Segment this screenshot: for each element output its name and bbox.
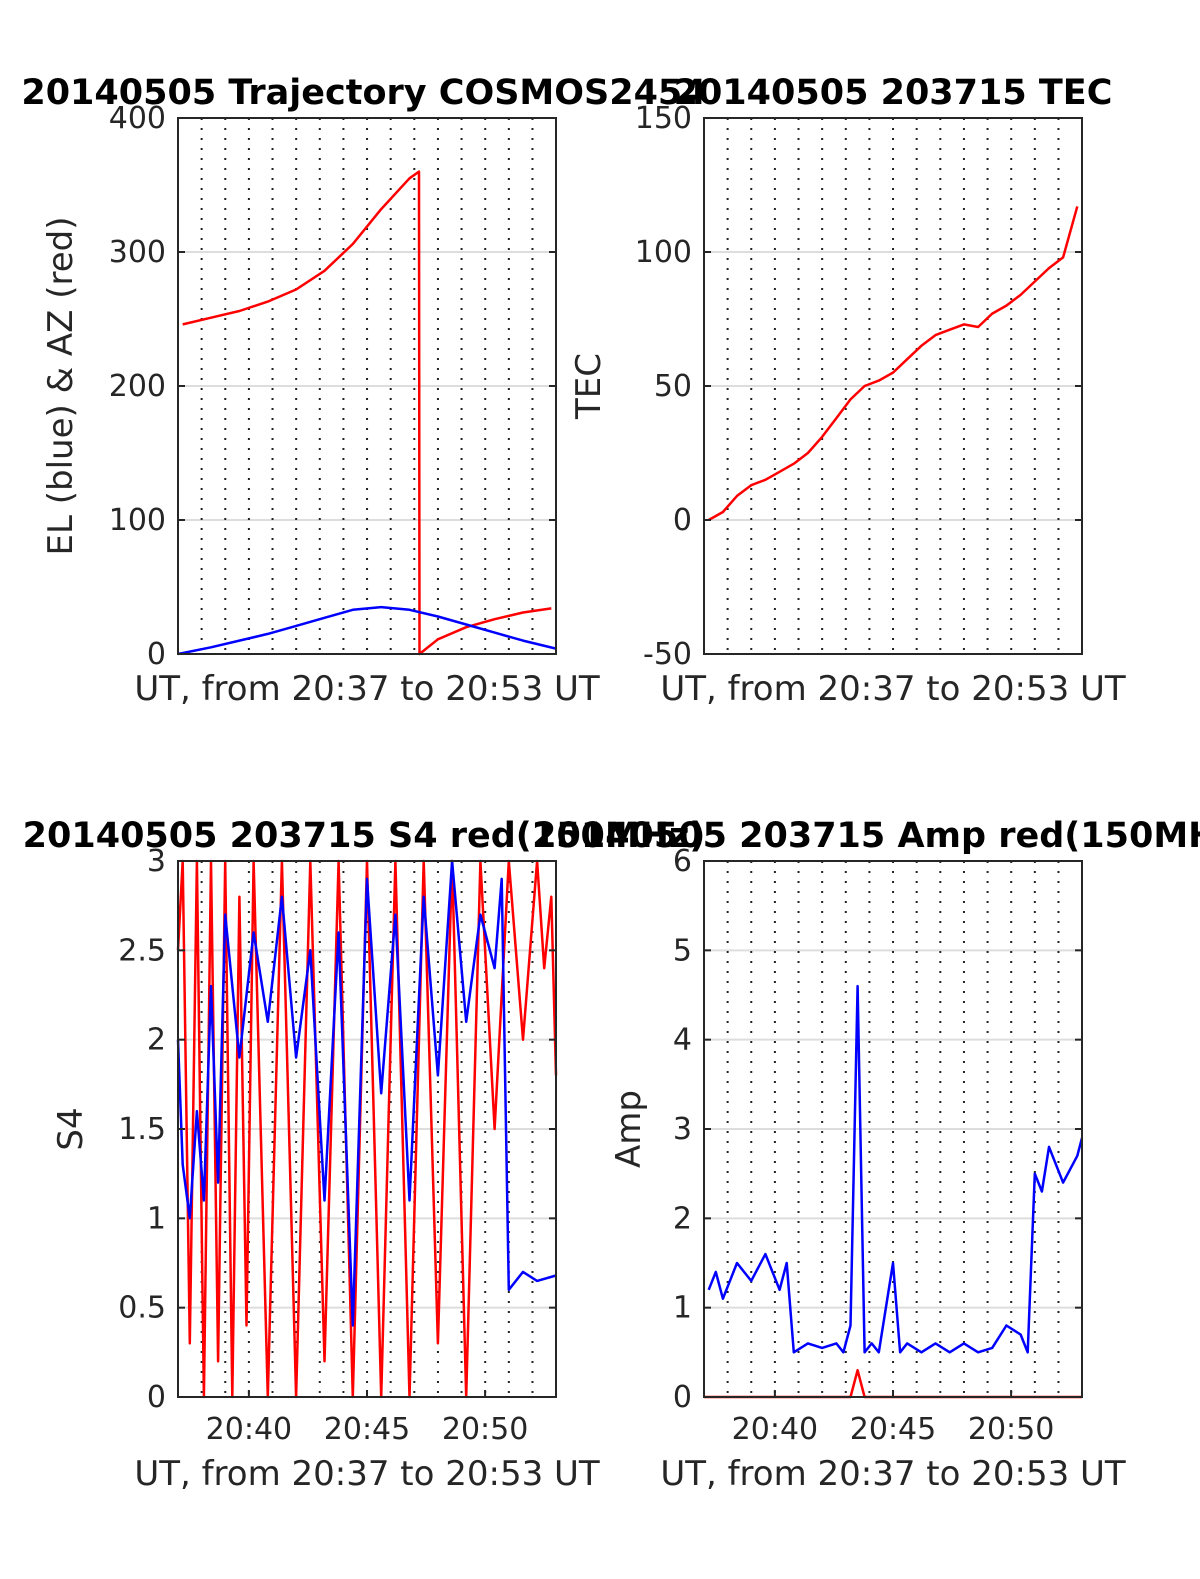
- y-tick-label: 200: [109, 369, 166, 404]
- y-tick-label: 100: [635, 235, 692, 270]
- x-tick-label: 20:50: [968, 1412, 1054, 1447]
- x-axis-label: UT, from 20:37 to 20:53 UT: [134, 669, 600, 709]
- y-axis-label: TEC: [569, 353, 609, 420]
- tec-panel: -50 0 50 100 150 UT, from 20:37 to 20:53 UT TE…: [569, 73, 1126, 709]
- x-tick-label: 20:40: [732, 1412, 818, 1447]
- y-tick-label: 3: [673, 1112, 692, 1147]
- y-tick-label: 2: [673, 1201, 692, 1236]
- y-tick-label: -50: [643, 637, 692, 672]
- x-axis-label: UT, from 20:37 to 20:53 UT: [660, 669, 1126, 709]
- y-tick-label: 50: [654, 369, 692, 404]
- y-tick-label: 0: [673, 1380, 692, 1415]
- y-tick-label: 1.5: [118, 1112, 166, 1147]
- y-tick-label: 4: [673, 1023, 692, 1058]
- chart-title: 20140505 203715 TEC: [674, 73, 1113, 113]
- series-line-1: [182, 170, 552, 656]
- y-tick-label: 6: [673, 844, 692, 879]
- s4-panel: 0 0.5 1 1.5 2 2.5 3 20:40 20:45 20:50 UT, from 20:…: [23, 816, 706, 1494]
- y-tick-label: 300: [109, 235, 166, 270]
- y-tick-label: 2.5: [118, 933, 166, 968]
- y-tick-label: 2: [147, 1023, 166, 1058]
- trajectory-panel: 0 100 200 300 400 UT, from 20:37 to 20:53 UT E…: [21, 73, 706, 709]
- y-axis-label: S4: [51, 1107, 91, 1150]
- series-line-1: [708, 206, 1079, 522]
- series-line-2: [176, 859, 557, 1327]
- x-tick-label: 20:45: [850, 1412, 936, 1447]
- y-tick-label: 3: [147, 844, 166, 879]
- y-tick-label: 1: [673, 1291, 692, 1326]
- y-tick-label: 100: [109, 503, 166, 538]
- amp-panel: 0 1 2 3 4 5 6 20:40 20:45 20:50 UT, from 20:37 to …: [532, 816, 1200, 1494]
- y-tick-label: 0: [147, 637, 166, 672]
- chart-title: 20140505 203715 S4 red(150MHz): [23, 816, 706, 856]
- x-axis-label: UT, from 20:37 to 20:53 UT: [134, 1454, 600, 1494]
- series-line-2: [177, 605, 557, 656]
- y-tick-label: 1: [147, 1201, 166, 1236]
- x-tick-label: 20:40: [206, 1412, 292, 1447]
- y-tick-label: 0.5: [118, 1291, 166, 1326]
- x-tick-label: 20:45: [324, 1412, 410, 1447]
- y-tick-label: 400: [109, 101, 166, 136]
- x-tick-label: 20:50: [442, 1412, 528, 1447]
- series-line-2: [707, 984, 1084, 1354]
- y-axis-label: Amp: [609, 1090, 649, 1168]
- y-tick-label: 150: [635, 101, 692, 136]
- chart-title: 20140505 203715 Amp red(150MHz): [532, 816, 1200, 856]
- y-tick-label: 0: [147, 1380, 166, 1415]
- y-tick-label: 0: [673, 503, 692, 538]
- y-tick-label: 5: [673, 933, 692, 968]
- y-axis-label: EL (blue) & AZ (red): [41, 216, 81, 555]
- x-axis-label: UT, from 20:37 to 20:53 UT: [660, 1454, 1126, 1494]
- chart-title: 20140505 Trajectory COSMOS2454: [21, 73, 706, 113]
